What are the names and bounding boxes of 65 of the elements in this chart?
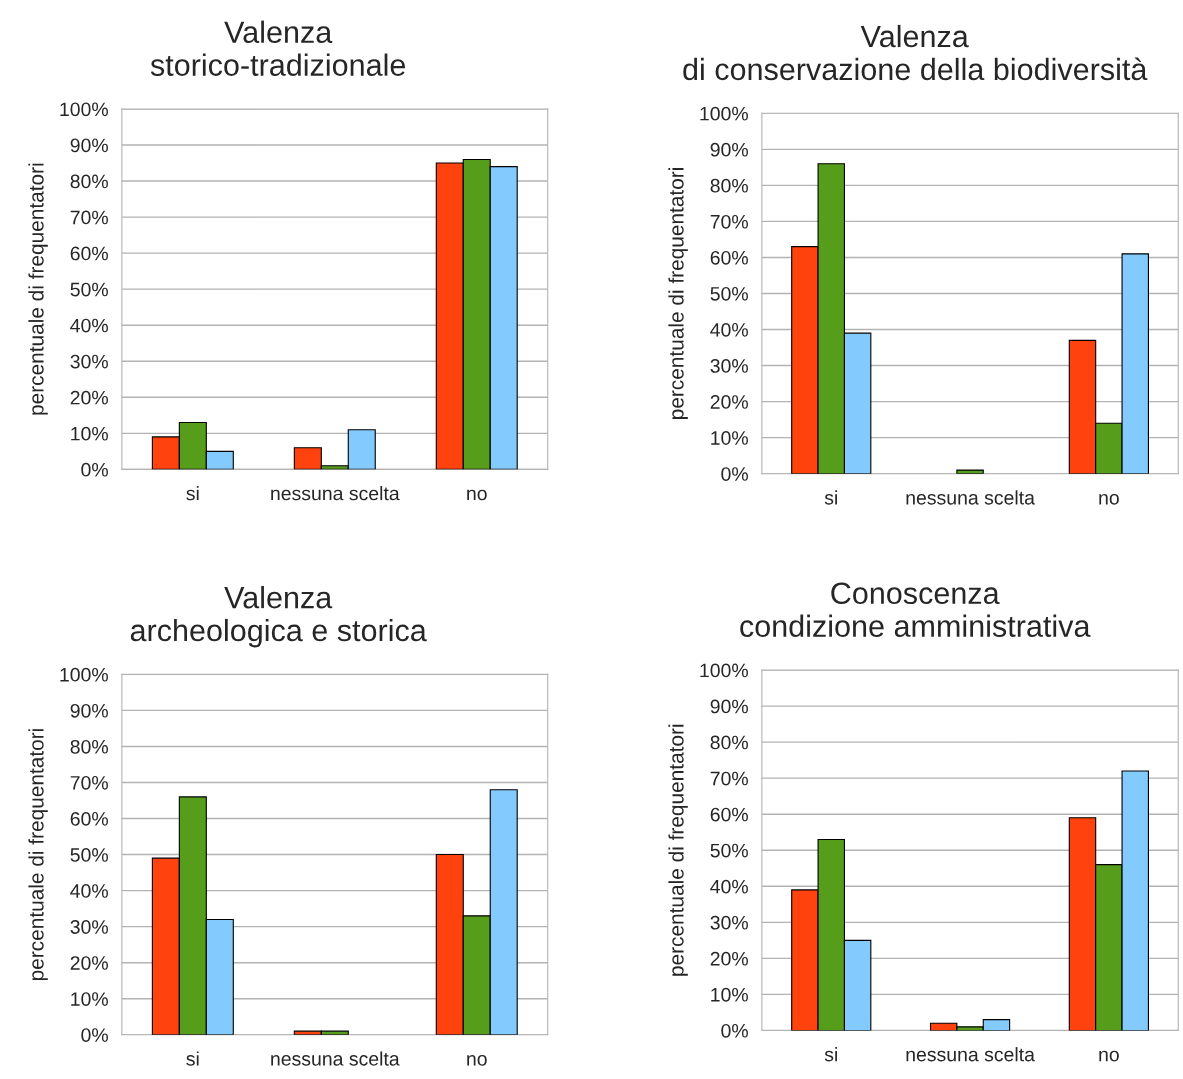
y-tick-label: 60% (70, 246, 108, 261)
y-tick-label: 90% (710, 699, 748, 714)
chart-title: Valenza storico-tradizionale (150, 20, 406, 76)
y-tick-label: 20% (70, 390, 108, 405)
y-tick-label: 50% (710, 286, 748, 301)
y-tick-label: 30% (710, 915, 748, 930)
x-tick-label: no (467, 1055, 487, 1066)
chart-title: Valenza di conservazione della biodiversità (683, 24, 1148, 81)
bar (956, 469, 984, 474)
x-tick-label: nessuna scelta (906, 490, 1035, 505)
y-tick-label: 0% (81, 1028, 108, 1042)
y-tick-label: 70% (70, 775, 108, 790)
y-tick-label: 10% (71, 992, 108, 1006)
y-tick-label: 20% (70, 956, 108, 970)
y-tick-label: 70% (710, 214, 748, 229)
y-tick-label: 80% (710, 178, 748, 193)
y-tick-label: 50% (70, 848, 108, 862)
y-tick-label: 30% (710, 359, 748, 373)
y-tick-label: 90% (710, 142, 748, 157)
y-tick-label: 40% (70, 318, 108, 333)
y-tick-label: 90% (70, 138, 108, 153)
y-tick-label: 40% (710, 879, 748, 894)
x-tick-label: si (824, 490, 837, 505)
x-tick-label: no (1099, 1050, 1119, 1062)
chart-title: Valenza archeologica e storica (130, 585, 427, 648)
y-tick-label: 100% (700, 106, 748, 121)
y-tick-label: 20% (710, 951, 748, 966)
x-tick-label: nessuna scelta (906, 1047, 1035, 1062)
y-tick-label: 0% (721, 467, 748, 481)
y-tick-label: 70% (710, 771, 748, 786)
y-tick-label: 90% (70, 703, 108, 718)
y-tick-label: 60% (70, 812, 108, 826)
x-tick-label: no (1099, 493, 1119, 505)
x-tick-label: no (467, 489, 487, 501)
y-tick-label: 50% (70, 282, 108, 297)
y-tick-label: 10% (711, 431, 748, 445)
x-tick-label: nessuna scelta (271, 1051, 400, 1066)
y-tick-label: 30% (70, 354, 108, 369)
y-axis-title: percentuale di frequentatori (28, 163, 48, 415)
y-tick-label: 10% (711, 987, 748, 1002)
chart-title: Conoscenza condizione amministrativa (740, 582, 1091, 638)
y-axis-title: percentuale di frequentatori (668, 168, 688, 419)
y-tick-label: 80% (70, 739, 108, 754)
y-tick-label: 80% (710, 735, 748, 750)
y-tick-label: 20% (710, 395, 748, 409)
x-tick-label: si (186, 486, 199, 501)
y-tick-label: 100% (60, 102, 108, 117)
y-tick-label: 50% (710, 843, 748, 858)
y-tick-label: 10% (71, 426, 108, 441)
y-tick-label: 30% (70, 920, 108, 934)
x-tick-label: nessuna scelta (271, 486, 400, 501)
y-tick-label: 40% (710, 322, 748, 337)
y-tick-label: 100% (700, 663, 748, 678)
y-tick-label: 0% (721, 1023, 748, 1038)
x-tick-label: si (186, 1051, 199, 1066)
y-tick-label: 40% (70, 884, 108, 898)
y-tick-label: 100% (60, 667, 108, 682)
y-tick-label: 0% (81, 462, 108, 477)
y-axis-title: percentuale di frequentatori (668, 724, 688, 976)
y-tick-label: 60% (710, 807, 748, 822)
y-tick-label: 60% (710, 250, 748, 265)
y-tick-label: 80% (70, 174, 108, 189)
x-tick-label: si (824, 1047, 837, 1062)
y-axis-title: percentuale di frequentatori (28, 729, 48, 981)
y-tick-label: 70% (70, 210, 108, 225)
